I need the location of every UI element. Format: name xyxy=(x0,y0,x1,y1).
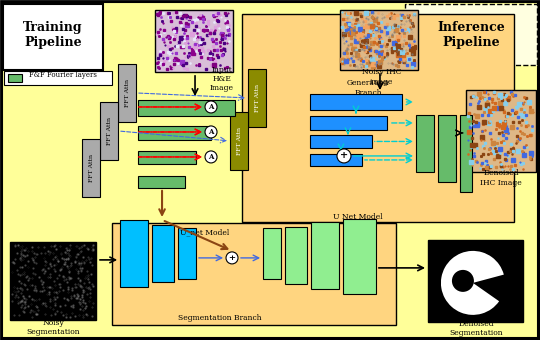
Text: F&F Fourier layers: F&F Fourier layers xyxy=(29,71,97,79)
Text: FFT Attn: FFT Attn xyxy=(106,117,112,145)
Text: FFT Attn: FFT Attn xyxy=(254,84,260,112)
FancyBboxPatch shape xyxy=(152,225,174,282)
FancyBboxPatch shape xyxy=(466,90,536,172)
Text: Denoised
Segmentation: Denoised Segmentation xyxy=(449,320,503,338)
Text: Generation
Branch: Generation Branch xyxy=(347,79,389,97)
Text: FFT Attn: FFT Attn xyxy=(89,154,93,182)
FancyBboxPatch shape xyxy=(416,115,434,172)
Text: +: + xyxy=(340,151,348,160)
FancyBboxPatch shape xyxy=(310,135,372,148)
Text: Segmentation Branch: Segmentation Branch xyxy=(178,314,262,322)
Text: FFT Attn: FFT Attn xyxy=(125,79,130,107)
FancyBboxPatch shape xyxy=(230,112,248,170)
FancyBboxPatch shape xyxy=(155,10,233,72)
FancyBboxPatch shape xyxy=(242,14,514,222)
Circle shape xyxy=(452,270,474,292)
FancyBboxPatch shape xyxy=(263,228,281,279)
FancyBboxPatch shape xyxy=(311,222,339,289)
Text: Inference
Pipeline: Inference Pipeline xyxy=(437,21,505,49)
FancyBboxPatch shape xyxy=(112,223,396,325)
FancyBboxPatch shape xyxy=(340,10,418,70)
FancyBboxPatch shape xyxy=(310,154,362,166)
FancyBboxPatch shape xyxy=(138,100,235,116)
FancyBboxPatch shape xyxy=(460,115,472,192)
Text: A: A xyxy=(208,128,214,136)
Wedge shape xyxy=(441,251,504,315)
Circle shape xyxy=(226,252,238,264)
Text: Noisy IHC
image: Noisy IHC image xyxy=(362,68,402,86)
Circle shape xyxy=(205,126,217,138)
FancyBboxPatch shape xyxy=(138,176,185,188)
FancyBboxPatch shape xyxy=(428,240,523,322)
Text: U Net Model: U Net Model xyxy=(333,213,383,221)
FancyBboxPatch shape xyxy=(310,116,387,130)
Text: Training
Pipeline: Training Pipeline xyxy=(23,21,83,49)
FancyBboxPatch shape xyxy=(285,227,307,284)
FancyBboxPatch shape xyxy=(3,4,103,70)
Text: A: A xyxy=(208,153,214,161)
Circle shape xyxy=(205,101,217,113)
FancyBboxPatch shape xyxy=(343,219,376,294)
Text: Noisy
Segmentation: Noisy Segmentation xyxy=(26,319,80,337)
Text: +: + xyxy=(228,254,235,262)
Text: A: A xyxy=(208,103,214,111)
FancyBboxPatch shape xyxy=(10,242,96,320)
FancyBboxPatch shape xyxy=(120,220,148,287)
FancyBboxPatch shape xyxy=(438,115,456,182)
FancyBboxPatch shape xyxy=(100,102,118,160)
Text: FFT Attn: FFT Attn xyxy=(237,127,241,155)
FancyBboxPatch shape xyxy=(118,64,136,122)
FancyBboxPatch shape xyxy=(248,69,266,127)
Circle shape xyxy=(337,149,351,163)
FancyBboxPatch shape xyxy=(138,126,211,140)
FancyBboxPatch shape xyxy=(178,228,196,279)
FancyBboxPatch shape xyxy=(82,139,100,197)
FancyBboxPatch shape xyxy=(405,4,537,65)
Circle shape xyxy=(205,151,217,163)
Text: Input
H&E
Image: Input H&E Image xyxy=(210,66,234,92)
Text: Denoised
IHC Image: Denoised IHC Image xyxy=(480,169,522,187)
FancyBboxPatch shape xyxy=(8,74,22,82)
FancyBboxPatch shape xyxy=(138,151,196,164)
Text: U_net Model: U_net Model xyxy=(180,228,230,236)
FancyBboxPatch shape xyxy=(4,71,112,85)
FancyBboxPatch shape xyxy=(310,94,402,110)
